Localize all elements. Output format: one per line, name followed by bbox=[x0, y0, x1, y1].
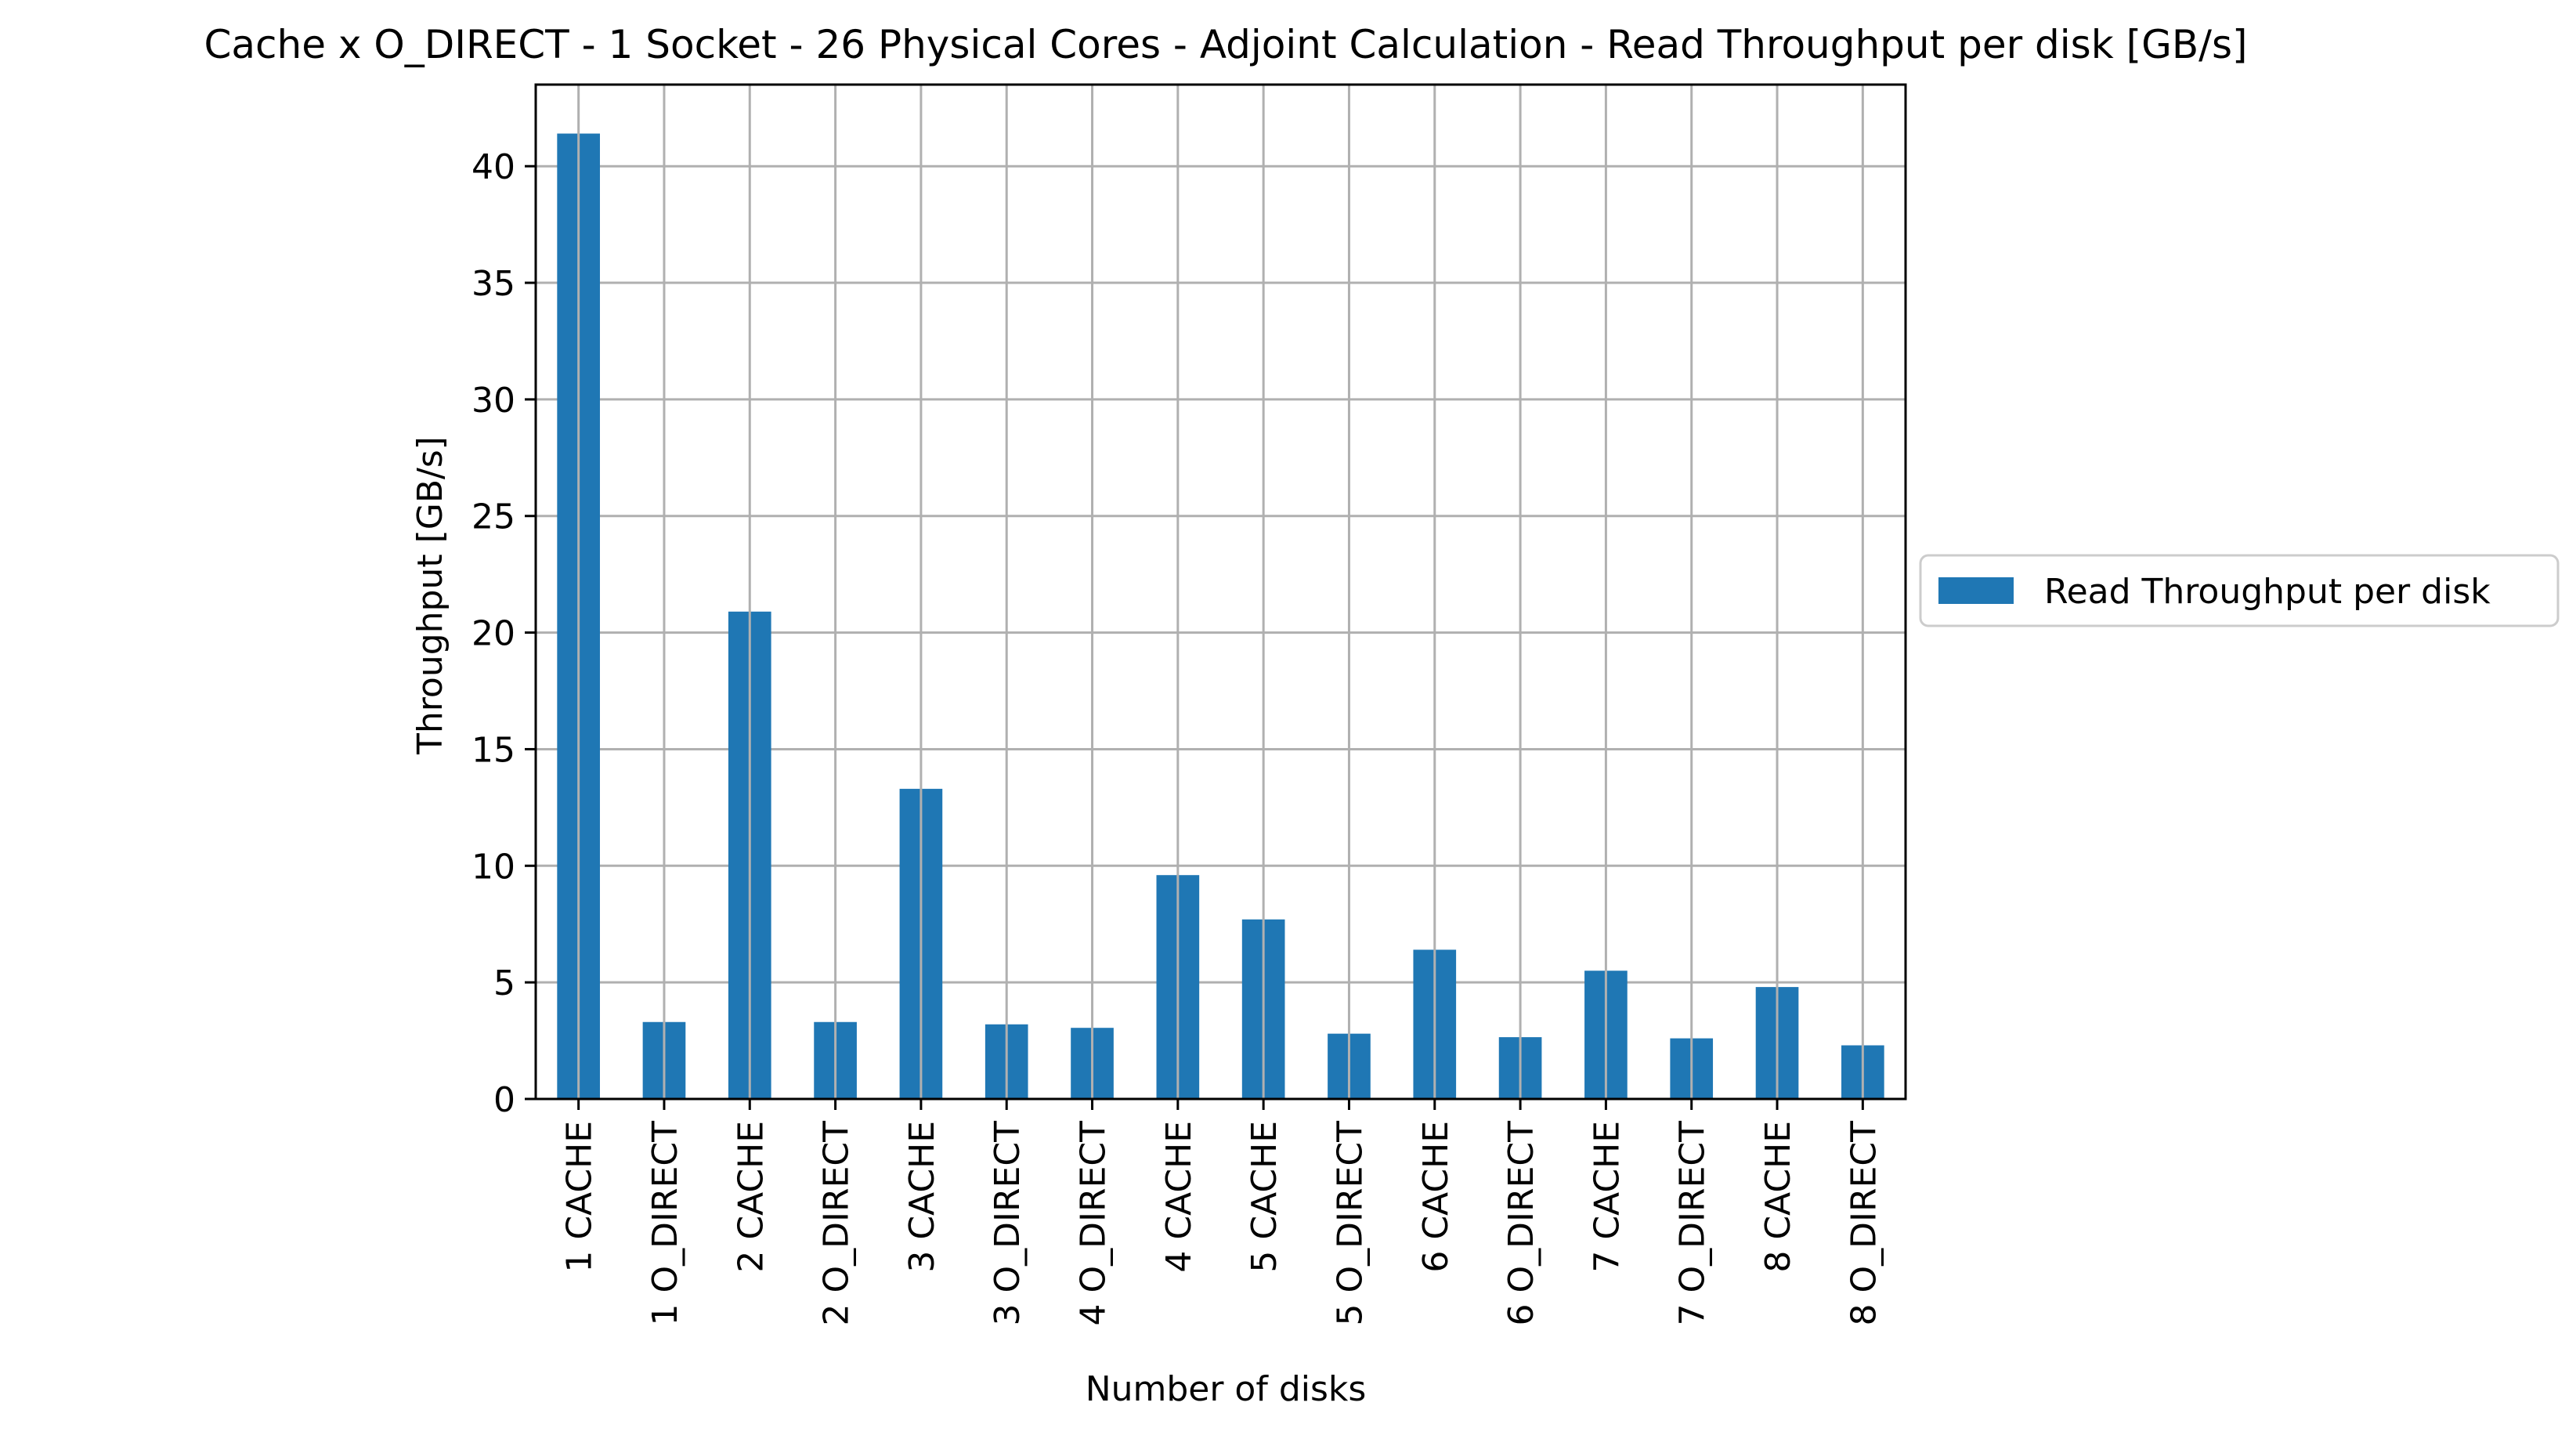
x-axis-ticks: 1 CACHE 1 O_DIRECT 2 CACHE 2 O_DIRECT 3 CACH… bbox=[560, 1099, 1884, 1325]
x-tick-label: 8 O_DIRECT bbox=[1844, 1121, 1884, 1326]
x-tick-label: 4 CACHE bbox=[1159, 1121, 1199, 1273]
x-tick-label: 6 CACHE bbox=[1416, 1121, 1456, 1273]
x-tick-label: 5 CACHE bbox=[1245, 1121, 1284, 1273]
legend: Read Throughput per disk bbox=[1919, 554, 2560, 627]
x-tick-label: 2 O_DIRECT bbox=[817, 1121, 857, 1326]
vertical-grid-lines bbox=[577, 85, 1864, 1099]
x-tick-label: 1 CACHE bbox=[560, 1121, 600, 1273]
y-axis-ticks: 0 5 10 15 20 25 30 35 40 bbox=[471, 147, 536, 1120]
x-tick-label: 1 O_DIRECT bbox=[645, 1121, 685, 1326]
x-tick-label: 2 CACHE bbox=[731, 1121, 771, 1273]
y-tick-label: 35 bbox=[471, 264, 515, 304]
plot-frame bbox=[534, 83, 1907, 1101]
legend-frame bbox=[1919, 554, 2560, 627]
x-tick-label: 7 CACHE bbox=[1587, 1121, 1627, 1273]
x-tick-label: 5 O_DIRECT bbox=[1330, 1121, 1370, 1326]
x-tick-label: 7 O_DIRECT bbox=[1673, 1121, 1713, 1326]
legend-swatch bbox=[1938, 577, 2014, 604]
chart-title: Cache x O_DIRECT - 1 Socket - 26 Physica… bbox=[204, 22, 2247, 67]
y-tick-label: 40 bbox=[471, 147, 515, 187]
y-tick-label: 10 bbox=[471, 847, 515, 887]
x-tick-label: 3 CACHE bbox=[902, 1121, 942, 1273]
x-tick-label: 6 O_DIRECT bbox=[1501, 1121, 1541, 1326]
x-tick-label: 3 O_DIRECT bbox=[988, 1121, 1028, 1326]
y-tick-label: 0 bbox=[493, 1080, 515, 1120]
bars bbox=[557, 133, 1884, 1100]
y-tick-label: 30 bbox=[471, 381, 515, 421]
x-tick-label: 8 CACHE bbox=[1758, 1121, 1798, 1273]
y-tick-label: 15 bbox=[471, 730, 515, 770]
y-tick-label: 20 bbox=[471, 614, 515, 654]
y-axis-label: Throughput [GB/s] bbox=[410, 436, 450, 755]
x-axis-label: Number of disks bbox=[1086, 1369, 1367, 1409]
legend-label: Read Throughput per disk bbox=[2044, 572, 2491, 612]
x-tick-label: 4 O_DIRECT bbox=[1074, 1121, 1114, 1326]
y-tick-label: 25 bbox=[471, 497, 515, 537]
y-tick-label: 5 bbox=[493, 963, 515, 1003]
